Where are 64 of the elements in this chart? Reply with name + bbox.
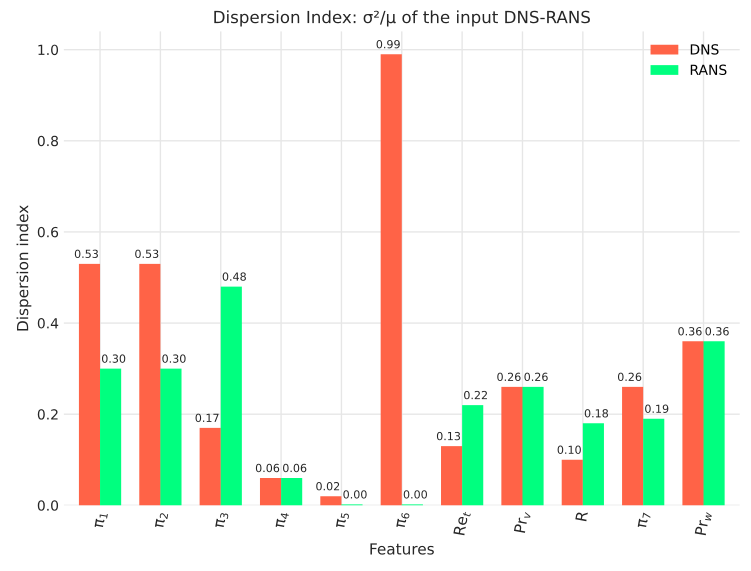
x-tick-label: π$_{4}$: [276, 512, 289, 528]
y-tick-label: 0.4: [38, 318, 58, 329]
data-label: 0.06: [256, 464, 280, 472]
bar: [682, 341, 704, 506]
data-label: 0.19: [645, 404, 668, 413]
data-label: 0.36: [678, 327, 702, 336]
bar: [320, 496, 342, 506]
x-tick-label: π$_{1}$: [94, 512, 108, 528]
bar: [441, 446, 462, 506]
data-label: 0.22: [464, 390, 487, 400]
data-label: 0.26: [524, 372, 548, 382]
data-label: 0.06: [283, 464, 306, 472]
bar: [160, 368, 182, 506]
bar: [281, 478, 302, 506]
bar: [704, 341, 725, 506]
x-tick-label: Pr$_{v}$: [514, 510, 531, 534]
legend-label: DNS: [690, 44, 719, 55]
x-tick-label: π$_{5}$: [336, 512, 350, 529]
y-axis-title: Dispersion index: [16, 205, 32, 330]
bar: [643, 418, 664, 506]
legend-label: RANS: [690, 64, 726, 76]
data-label: 0.26: [497, 372, 521, 382]
bar: [562, 460, 583, 506]
bar: [78, 264, 100, 506]
data-label: 0.36: [705, 327, 729, 336]
x-tick-label: π$_{3}$: [215, 512, 229, 529]
bar: [622, 386, 644, 506]
bar: [380, 54, 402, 506]
data-label: 0.18: [584, 409, 608, 418]
bar: [522, 386, 544, 506]
x-tick-label: π$_{6}$: [396, 512, 410, 529]
data-label: 0.00: [404, 490, 427, 499]
data-label: 0.30: [102, 354, 126, 363]
bar: [462, 405, 484, 506]
x-tick-label: π$_{2}$: [154, 512, 168, 528]
data-label: 0.13: [436, 432, 460, 440]
bar: [200, 428, 221, 506]
data-label: 0.48: [222, 272, 246, 281]
y-tick-label: 0.2: [38, 409, 58, 420]
y-tick-label: 0.8: [38, 136, 58, 146]
x-axis-title: Features: [370, 543, 434, 555]
y-tick-label: 1.0: [38, 44, 58, 56]
x-tick-label: Pr$_{w}$: [694, 510, 712, 536]
x-tick-label: π$_{7}$: [638, 512, 651, 528]
y-tick-label: 0.6: [38, 226, 58, 238]
data-label: 0.10: [558, 446, 581, 454]
data-label: 0.26: [618, 372, 642, 382]
y-tick-label: 0.0: [38, 500, 58, 511]
data-label: 0.00: [343, 490, 367, 499]
data-label: 0.99: [376, 40, 400, 48]
bar: [582, 423, 604, 506]
bar: [260, 478, 282, 506]
bar: [100, 368, 122, 506]
bar: [220, 286, 242, 506]
x-tick-label: Re$_{t}$: [453, 510, 471, 536]
bar: [501, 386, 522, 506]
data-label: 0.53: [135, 250, 158, 258]
chart-title: Dispersion Index: σ²/μ of the input DNS-RANS: [214, 10, 590, 27]
data-label: 0.17: [196, 414, 219, 422]
bar: [139, 264, 160, 506]
data-label: 0.30: [162, 354, 186, 363]
x-tick-label: R: [575, 510, 588, 522]
data-label: 0.02: [316, 482, 340, 490]
data-label: 0.53: [74, 250, 98, 258]
